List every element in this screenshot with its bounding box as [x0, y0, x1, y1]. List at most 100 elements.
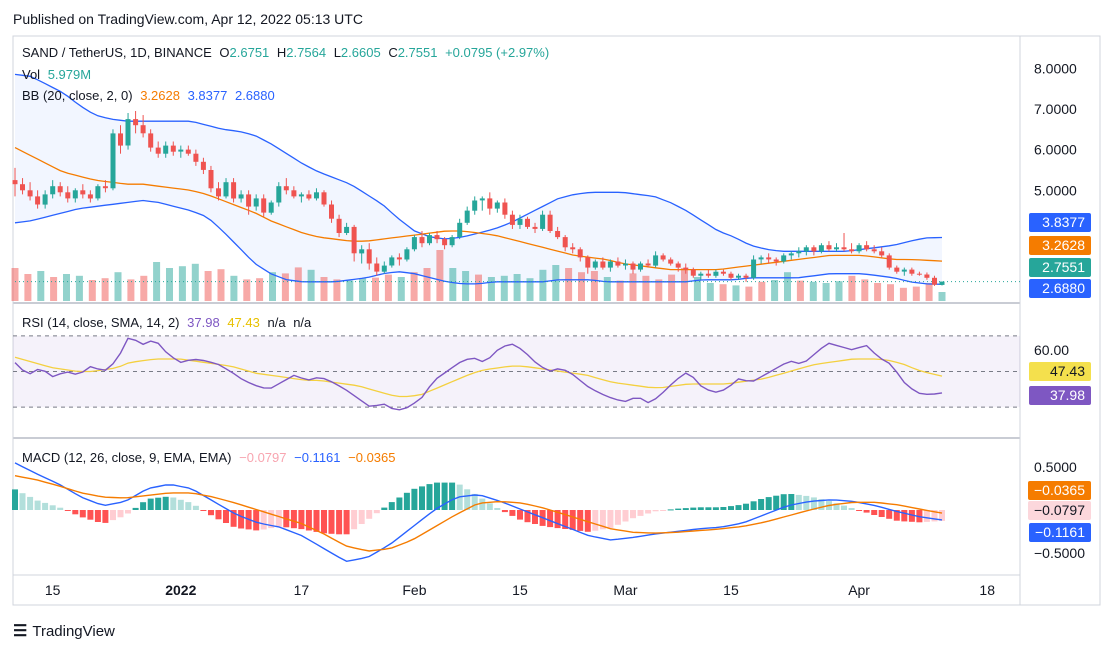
rsi-band-fill: [13, 335, 1020, 408]
candle-body: [751, 259, 757, 278]
macd-histogram-bar: [215, 510, 222, 520]
candle-body: [758, 257, 764, 260]
macd-line: [14, 462, 943, 563]
macd-signal-tag: −0.0365: [1028, 481, 1091, 500]
candle-body: [916, 273, 922, 275]
macd-histogram-bar: [49, 505, 56, 510]
macd-histogram-bar: [388, 502, 395, 510]
candle-body: [841, 247, 847, 250]
candle-body: [231, 182, 237, 199]
candle-body: [411, 237, 417, 250]
candle-body: [811, 247, 817, 252]
volume-bar: [668, 274, 676, 301]
candle-body: [502, 202, 508, 215]
volume-bar: [384, 274, 392, 301]
candle-body: [200, 161, 206, 170]
published-header: Published on TradingView.com, Apr 12, 20…: [13, 11, 363, 27]
macd-histogram-bar: [132, 507, 139, 510]
macd-histogram-bar: [192, 505, 199, 510]
volume-bar: [513, 274, 521, 301]
candle-body: [932, 277, 937, 285]
candle-body: [223, 182, 229, 197]
macd-histogram-bar: [788, 494, 795, 510]
time-tick-label: Apr: [848, 582, 870, 598]
candle-body: [660, 255, 666, 260]
macd-histogram-bar: [667, 509, 674, 511]
macd-histogram-bar: [886, 510, 893, 519]
macd-histogram-bar: [630, 510, 636, 519]
tradingview-logo-icon: ☰: [13, 623, 27, 640]
volume-bar: [629, 273, 637, 301]
macd-histogram-bar: [64, 510, 71, 511]
candle-body: [208, 170, 214, 189]
candle-body: [42, 194, 48, 205]
candle-body: [766, 257, 772, 260]
macd-histogram-bar: [79, 510, 86, 518]
macd-histogram-bar: [208, 510, 214, 516]
volume-bar: [423, 268, 431, 301]
candle-body: [517, 218, 523, 225]
candle-body: [630, 263, 636, 270]
volume-bar: [204, 271, 212, 301]
volume-bar: [88, 280, 96, 301]
bb-basis-tag: 3.2628: [1029, 236, 1091, 255]
bb-legend: BB (20, close, 2, 0) 3.2628 3.8377 2.688…: [22, 88, 279, 103]
candle-body: [615, 261, 621, 266]
macd-histogram-bar: [939, 510, 945, 521]
macd-histogram-bar: [200, 510, 207, 511]
volume-bar: [462, 271, 470, 301]
macd-histogram-bar: [660, 510, 667, 511]
volume-bar: [500, 275, 508, 301]
candle-body: [736, 275, 741, 278]
candle-body: [102, 186, 108, 189]
macd-histogram-bar: [901, 510, 908, 522]
candle-body: [178, 149, 184, 152]
open-label: O: [219, 45, 230, 60]
macd-histogram-bar: [773, 495, 780, 510]
macd-histogram-bar: [351, 510, 358, 530]
macd-histogram-bar: [690, 507, 697, 510]
candle-body: [95, 186, 101, 199]
bb-lower-line: [14, 199, 943, 285]
volume-bar: [410, 272, 418, 301]
candle-body: [494, 202, 500, 209]
volume-bar: [809, 281, 817, 301]
rsi-pane[interactable]: [13, 306, 1020, 436]
candle-body: [924, 274, 930, 278]
bb-basis-line: [14, 147, 943, 271]
macd-histogram-bar: [441, 482, 448, 510]
candle-body: [276, 186, 282, 203]
price-tick-label: 5.0000: [1034, 182, 1077, 198]
bb-band-fill: [15, 74, 942, 285]
candle-body: [404, 249, 410, 260]
volume-bar: [693, 277, 701, 301]
volume-bar: [127, 279, 135, 301]
candle-body: [547, 214, 553, 231]
candle-body: [555, 231, 561, 238]
price-pane[interactable]: [13, 36, 1020, 302]
close-label: C: [388, 45, 398, 60]
macd-histogram-bar: [12, 489, 18, 510]
candle-body: [728, 273, 734, 278]
volume-bar: [758, 281, 766, 301]
candle-body: [366, 249, 372, 264]
candle-body: [238, 194, 244, 199]
footer: ☰ TradingView: [13, 621, 115, 641]
candle-body: [50, 186, 56, 195]
macd-histogram-bar: [818, 499, 825, 510]
macd-histogram-bar: [298, 510, 305, 530]
macd-histogram-bar: [381, 507, 388, 510]
volume-bar: [281, 273, 289, 301]
macd-histogram-bar: [577, 510, 584, 531]
symbol-name: SAND / TetherUS, 1D, BINANCE: [22, 45, 212, 60]
candle-body: [20, 184, 25, 191]
candle-body: [155, 147, 161, 154]
macd-histogram-bar: [260, 510, 267, 530]
candle-body: [645, 263, 651, 266]
macd-histogram-bar: [494, 508, 501, 510]
macd-histogram-bar: [848, 508, 855, 510]
macd-histogram-bar: [19, 493, 26, 510]
macd-histogram-bar: [464, 489, 471, 510]
macd-histogram-bar: [403, 492, 410, 510]
